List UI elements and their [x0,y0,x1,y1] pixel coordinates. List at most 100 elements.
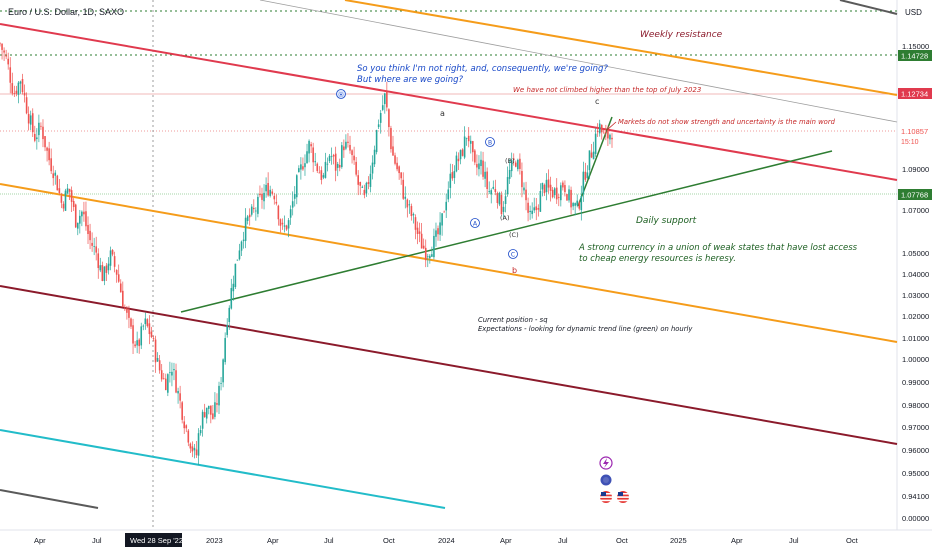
candle-body [369,173,372,187]
x-tick: Oct [846,536,859,545]
candle-body [5,55,7,57]
candle-body [564,185,566,193]
candle-body [113,256,116,267]
candle-body [482,160,484,177]
us-flag-icon[interactable] [617,491,629,503]
candle-body [263,192,265,202]
candle-body [183,421,186,429]
candle-body [447,189,450,200]
candle-body [310,144,312,147]
question-line-1: So you think I'm not right, and, consequ… [357,64,608,74]
candle-body [308,140,310,154]
wave-label-C-circle: C [508,249,518,259]
strong-currency-line-2: to cheap energy resources is heresy. [579,254,736,264]
candle-body [181,402,183,420]
candle-body [79,215,81,224]
candle-body [103,266,106,281]
candle-body [527,202,529,213]
candle-body [574,203,576,206]
candle-body [598,123,601,134]
candle-body [0,43,1,45]
candle-body [502,206,505,212]
position-line-2: Expectations - looking for dynamic trend… [478,325,693,333]
candle-body [496,193,499,203]
candle-body [328,155,331,162]
candle-body [519,158,521,169]
candle-body [295,175,298,198]
candle-body [207,405,210,409]
candle-body [320,170,323,180]
candle-body [588,150,591,171]
y-tick: 1.09000 [902,165,929,174]
candle-body [338,164,341,168]
candle-body [306,151,308,163]
candle-body [592,151,595,160]
candle-body [490,190,493,195]
y-tick: 1.07000 [902,206,929,215]
candle-body [1,43,3,50]
candle-body [56,175,59,191]
candle-body [275,201,278,204]
candle-body [140,326,143,346]
lightning-event-icon[interactable] [599,456,613,470]
x-tick: Apr [267,536,279,545]
candle-body [105,265,108,273]
us-flag-icon[interactable] [600,491,612,503]
candle-body [162,378,165,380]
candle-body [291,201,294,208]
candle-body [492,186,495,189]
weekly-resistance-label: Weekly resistance [640,30,723,40]
candle-body [246,216,249,221]
wave-label-A-paren: (A) [500,214,510,222]
candle-body [152,338,155,339]
candle-body [384,93,386,105]
candle-body [279,219,282,226]
candle-body [316,163,319,172]
candle-body [234,263,237,287]
candle-body [95,246,98,253]
candle-body [484,171,486,179]
candle-body [404,196,407,199]
y-tick: 0.96000 [902,446,929,455]
wave-label-top-circle: ⦿ [336,89,346,99]
candle-body [11,83,14,94]
candle-body [74,204,77,228]
candle-body [392,146,394,156]
candle-body [373,149,376,165]
x-tick: Oct [616,536,629,545]
x-tick: Jul [789,536,799,545]
candle-body [130,318,132,327]
candle-body [42,126,44,140]
x-tick: Jul [92,536,102,545]
wave-label-c: c [595,97,599,106]
candle-body [218,385,220,406]
candle-body [293,193,296,199]
candle-body [93,246,95,247]
candle-body [150,331,153,338]
candle-body [253,207,255,210]
candle-body [531,210,533,215]
candle-body [187,430,190,443]
y-tick: 1.02000 [902,312,929,321]
candle-body [590,152,593,158]
candle-body [101,265,104,282]
candle-body [394,155,396,164]
candle-body [557,197,560,198]
candle-body [343,146,345,151]
candle-body [345,141,347,149]
candle-body [541,182,544,190]
currency-label[interactable]: USD [905,8,922,17]
candle-body [504,196,507,204]
candle-body [228,307,231,322]
candle-body [545,179,548,193]
earnings-event-icon[interactable] [599,473,613,487]
candle-body [124,308,126,310]
x-tick: Apr [34,536,46,545]
candle-body [422,245,425,249]
candle-body [426,256,429,258]
candle-body [257,196,259,214]
candle-body [62,203,65,209]
candle-body [424,247,427,261]
candle-body [414,217,417,230]
